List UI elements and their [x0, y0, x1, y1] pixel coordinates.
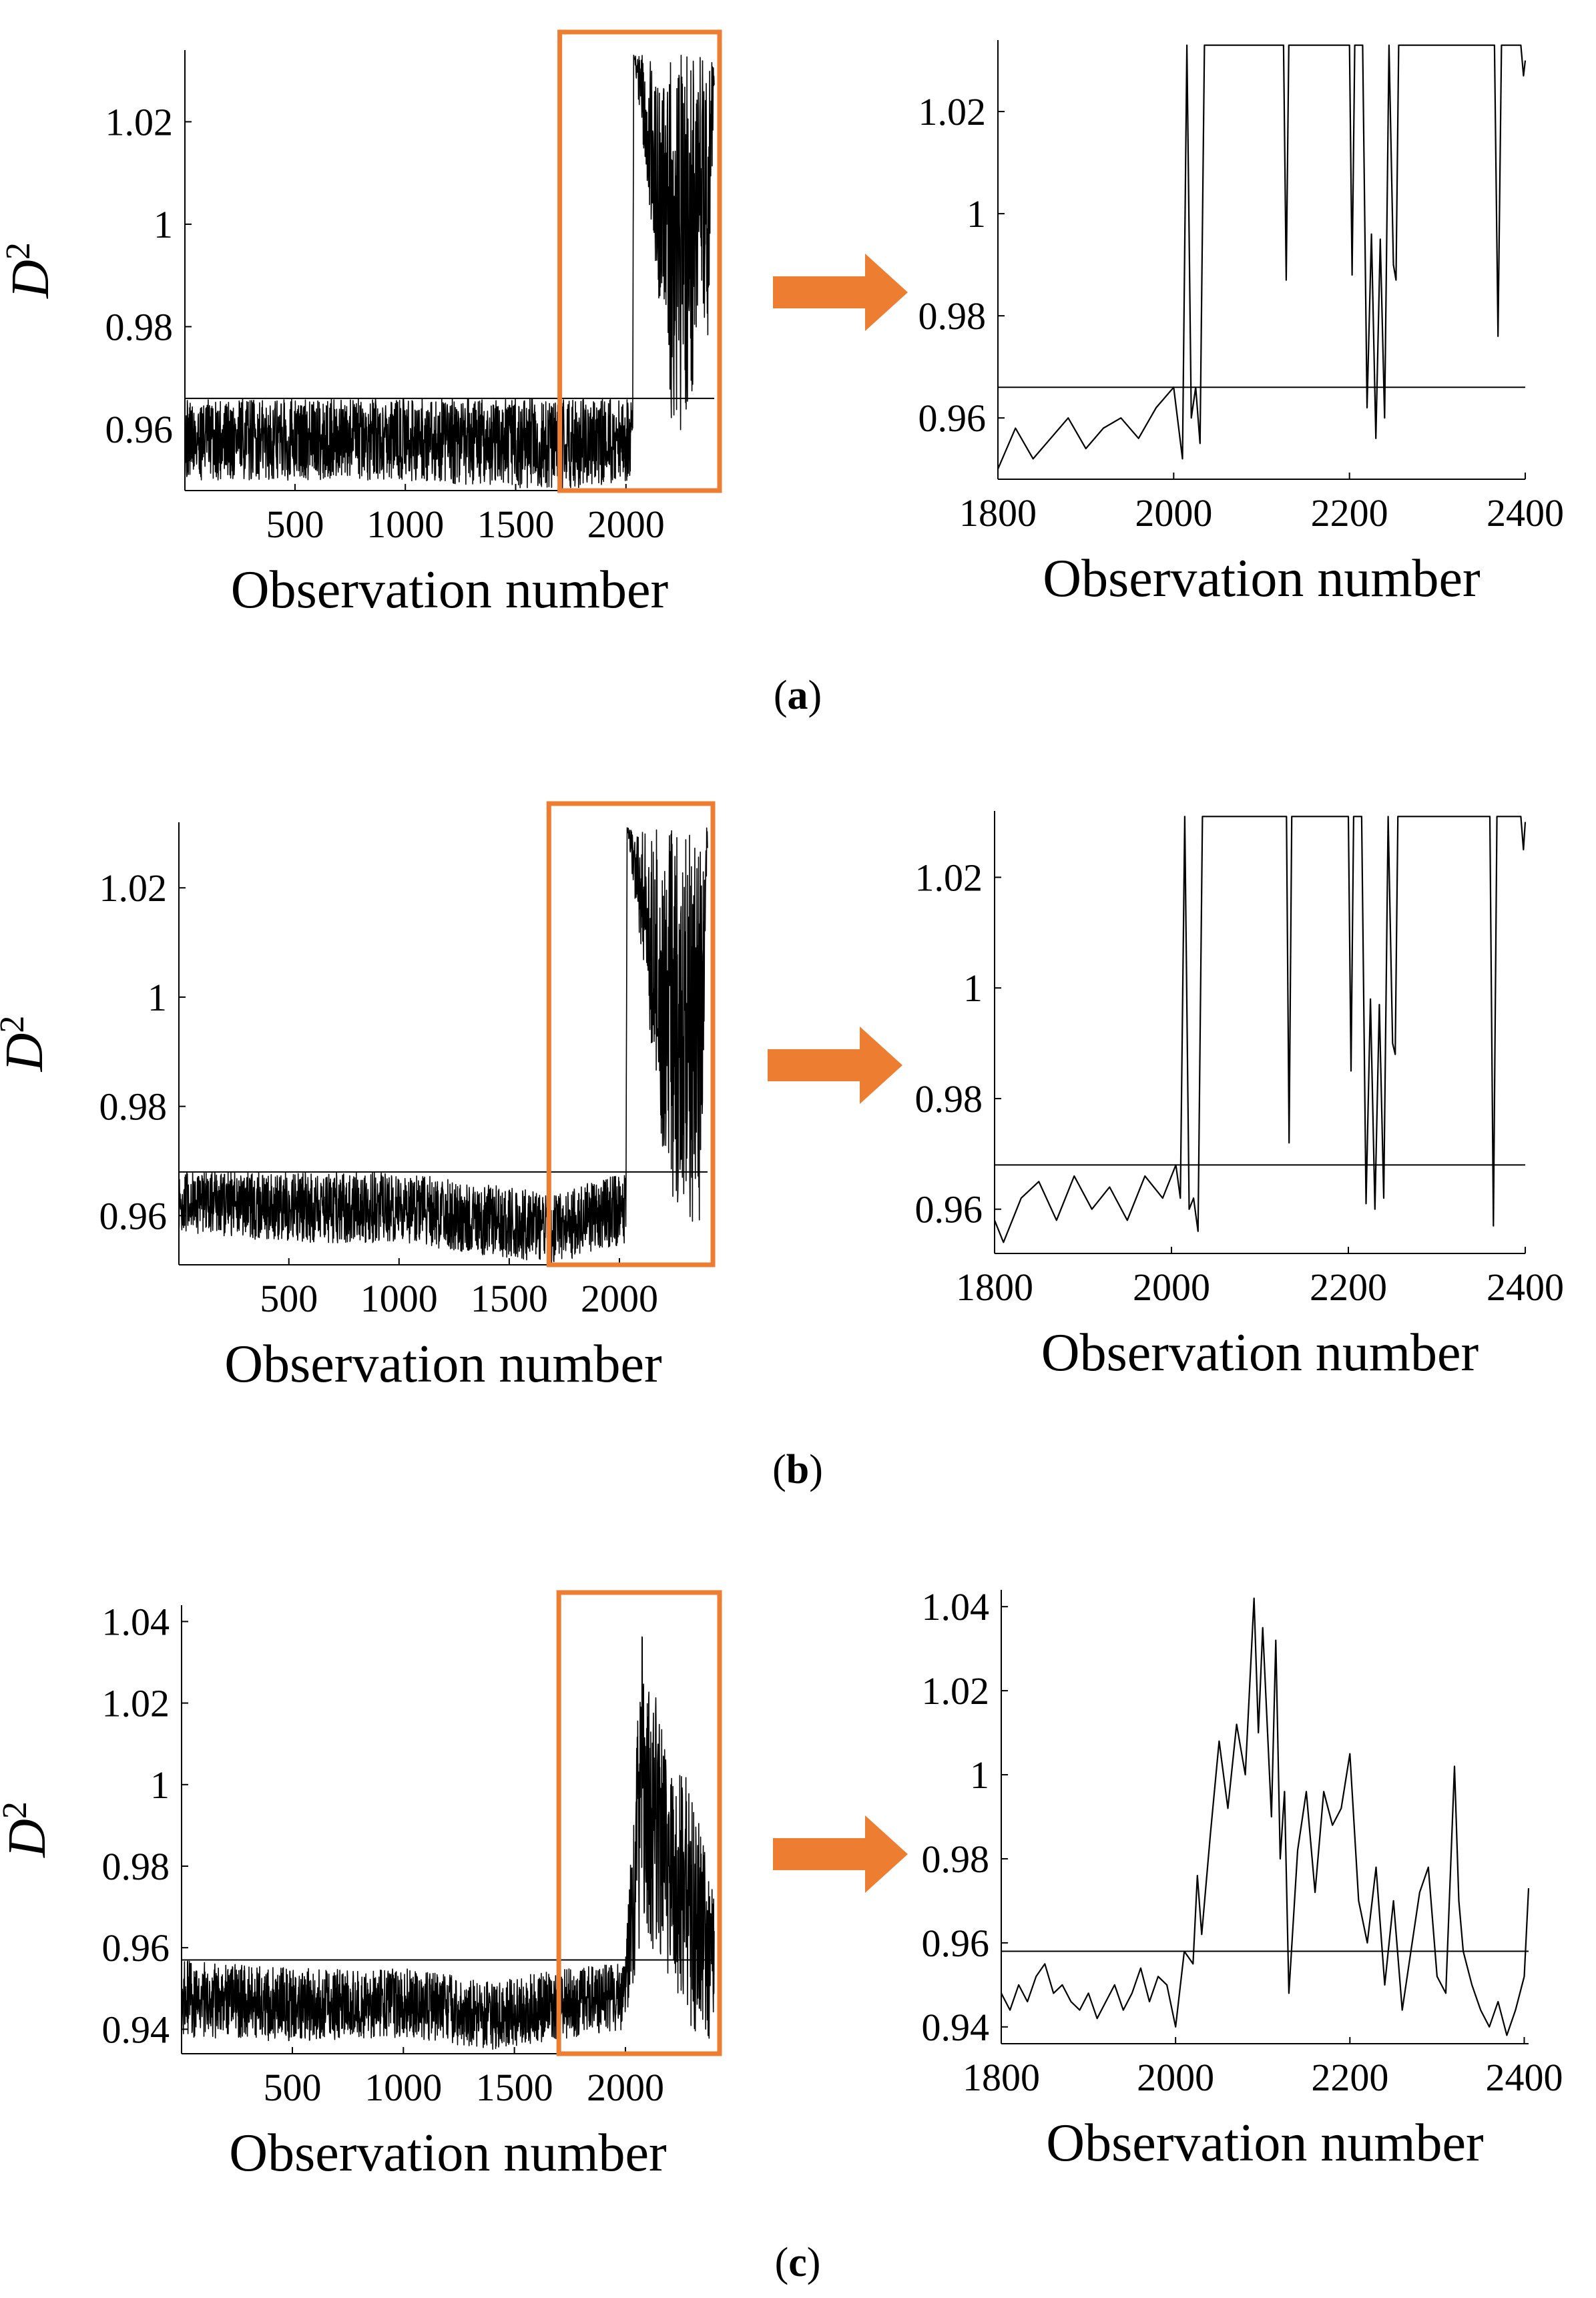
y-tick-label: 1 [963, 966, 983, 1010]
y-tick-label: 1.02 [105, 100, 174, 143]
x-tick-label: 2000 [1133, 1265, 1210, 1309]
y-tick-label: 0.98 [922, 1837, 990, 1881]
x-tick-label: 1000 [364, 2066, 442, 2109]
x-tick-label: 2000 [1135, 491, 1212, 535]
x-tick-label: 2200 [1310, 1265, 1387, 1309]
series-line [178, 827, 708, 1265]
series-line [993, 816, 1527, 1243]
x-tick-label: 2000 [1137, 2056, 1214, 2099]
chart-b-overview: 500 1000 1500 2000 0.96 0.98 1 1.02 Observation … [0, 801, 716, 1394]
x-axis-label: Observation number [1046, 2114, 1483, 2173]
x-axis-label: Observation number [231, 561, 668, 619]
caption-a: (a) [774, 673, 822, 718]
x-tick-label: 500 [260, 1277, 318, 1320]
x-tick-label: 2000 [587, 2066, 664, 2109]
y-tick-label: 1 [967, 192, 986, 236]
x-tick-label: 1800 [963, 2056, 1040, 2099]
y-tick-label: 0.96 [102, 1926, 170, 1970]
chart-a-overview: 500 1000 1500 2000 0.96 0.98 1 1.02 Observation … [0, 29, 722, 619]
y-tick-label: 0.98 [99, 1085, 168, 1129]
x-axis-label: Observation number [1043, 549, 1480, 608]
x-tick-label: 1000 [366, 503, 444, 546]
x-tick-label: 1500 [471, 1277, 548, 1320]
x-tick-label: 1800 [959, 491, 1037, 535]
y-tick-label: 1 [148, 976, 167, 1019]
y-tick-label: 1 [154, 203, 173, 246]
x-tick-label: 2000 [581, 1277, 658, 1320]
zoom-region-box [546, 801, 716, 1267]
x-tick-label: 500 [263, 2066, 321, 2109]
series-line [1001, 1597, 1530, 2036]
y-tick-label: 0.98 [105, 305, 174, 348]
y-tick-label: 0.96 [99, 1194, 168, 1237]
x-tick-label: 1000 [360, 1277, 438, 1320]
x-tick-label: 2000 [587, 503, 665, 546]
y-tick-label: 0.96 [915, 1188, 983, 1231]
x-tick-label: 500 [266, 503, 324, 546]
chart-b-zoom: 1800 2000 2200 2400 0.96 0.98 1 1.02 Observation… [915, 811, 1564, 1382]
zoom-arrow-b [768, 1027, 902, 1104]
y-axis-label: D2 [0, 1016, 54, 1073]
series-line [997, 44, 1527, 470]
y-tick-label: 0.96 [918, 396, 987, 440]
x-tick-label: 2400 [1485, 2056, 1563, 2099]
zoom-region-box [556, 1590, 722, 2056]
series-line [184, 54, 715, 489]
chart-c-overview: 500 1000 1500 2000 0.94 0.96 0.98 1 1.02 1.04 Obse… [0, 1590, 722, 2183]
y-tick-label: 1.04 [102, 1600, 170, 1643]
chart-a-zoom: 1800 2000 2200 2400 0.96 0.98 1 1.02 Observation… [918, 40, 1564, 608]
y-tick-label: 0.94 [102, 2008, 170, 2051]
y-tick-label: 1.02 [922, 1669, 990, 1713]
y-tick-label: 0.98 [102, 1845, 170, 1888]
x-tick-label: 2200 [1311, 2056, 1388, 2099]
x-tick-label: 1800 [956, 1265, 1033, 1309]
x-tick-label: 1500 [477, 503, 555, 546]
zoom-arrow-c [773, 1815, 908, 1893]
panels: 500 1000 1500 20000.960.9811.02Observation … [0, 29, 1564, 2183]
caption-c: (c) [775, 2240, 821, 2285]
y-axis-label: D2 [0, 1801, 57, 1858]
y-tick-label: 1 [150, 1763, 170, 1807]
x-axis-label: Observation number [224, 1335, 661, 1394]
y-tick-label: 1.02 [102, 1682, 170, 1725]
zoom-region-box [557, 29, 722, 493]
x-tick-label: 2400 [1487, 1265, 1564, 1309]
x-tick-label: 2400 [1487, 491, 1564, 535]
series-line [181, 1636, 715, 2050]
y-tick-label: 0.98 [918, 294, 987, 338]
y-tick-label: 1 [970, 1753, 989, 1797]
x-axis-label: Observation number [1041, 1324, 1479, 1382]
caption-b: (b) [772, 1447, 823, 1492]
zoom-arrow-a [773, 254, 908, 331]
y-tick-label: 1.04 [922, 1585, 990, 1629]
y-tick-label: 1.02 [918, 90, 987, 133]
x-axis-label: Observation number [229, 2124, 666, 2183]
y-tick-label: 0.94 [922, 2006, 990, 2049]
x-tick-label: 2200 [1311, 491, 1388, 535]
x-tick-label: 1500 [476, 2066, 553, 2109]
y-axis-label: D2 [0, 242, 60, 299]
y-tick-label: 1.02 [99, 866, 168, 910]
y-tick-label: 1.02 [915, 856, 983, 899]
y-tick-label: 0.98 [915, 1077, 983, 1121]
y-tick-label: 0.96 [922, 1922, 990, 1965]
chart-c-zoom: 1800 2000 2200 2400 0.94 0.96 0.98 1 1.02 1.04 Obs… [922, 1585, 1563, 2173]
y-tick-label: 0.96 [105, 408, 174, 451]
